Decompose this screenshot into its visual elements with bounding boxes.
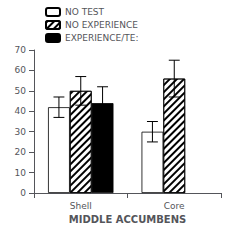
svg-text:NO TEST: NO TEST	[65, 7, 105, 17]
svg-text:NO EXPERIENCE: NO EXPERIENCE	[65, 20, 138, 30]
svg-text:Core: Core	[164, 201, 185, 211]
svg-text:50: 50	[15, 86, 27, 96]
svg-text:20: 20	[15, 147, 27, 157]
svg-text:40: 40	[15, 106, 27, 116]
svg-text:EXPERIENCE/TE:: EXPERIENCE/TE:	[65, 33, 139, 43]
svg-text:MIDDLE ACCUMBENS: MIDDLE ACCUMBENS	[69, 214, 186, 225]
svg-text:30: 30	[15, 127, 27, 137]
svg-text:Shell: Shell	[70, 201, 92, 211]
svg-text:70: 70	[15, 45, 27, 55]
svg-text:10: 10	[15, 168, 27, 178]
svg-text:60: 60	[15, 65, 27, 75]
svg-text:0: 0	[20, 188, 26, 198]
